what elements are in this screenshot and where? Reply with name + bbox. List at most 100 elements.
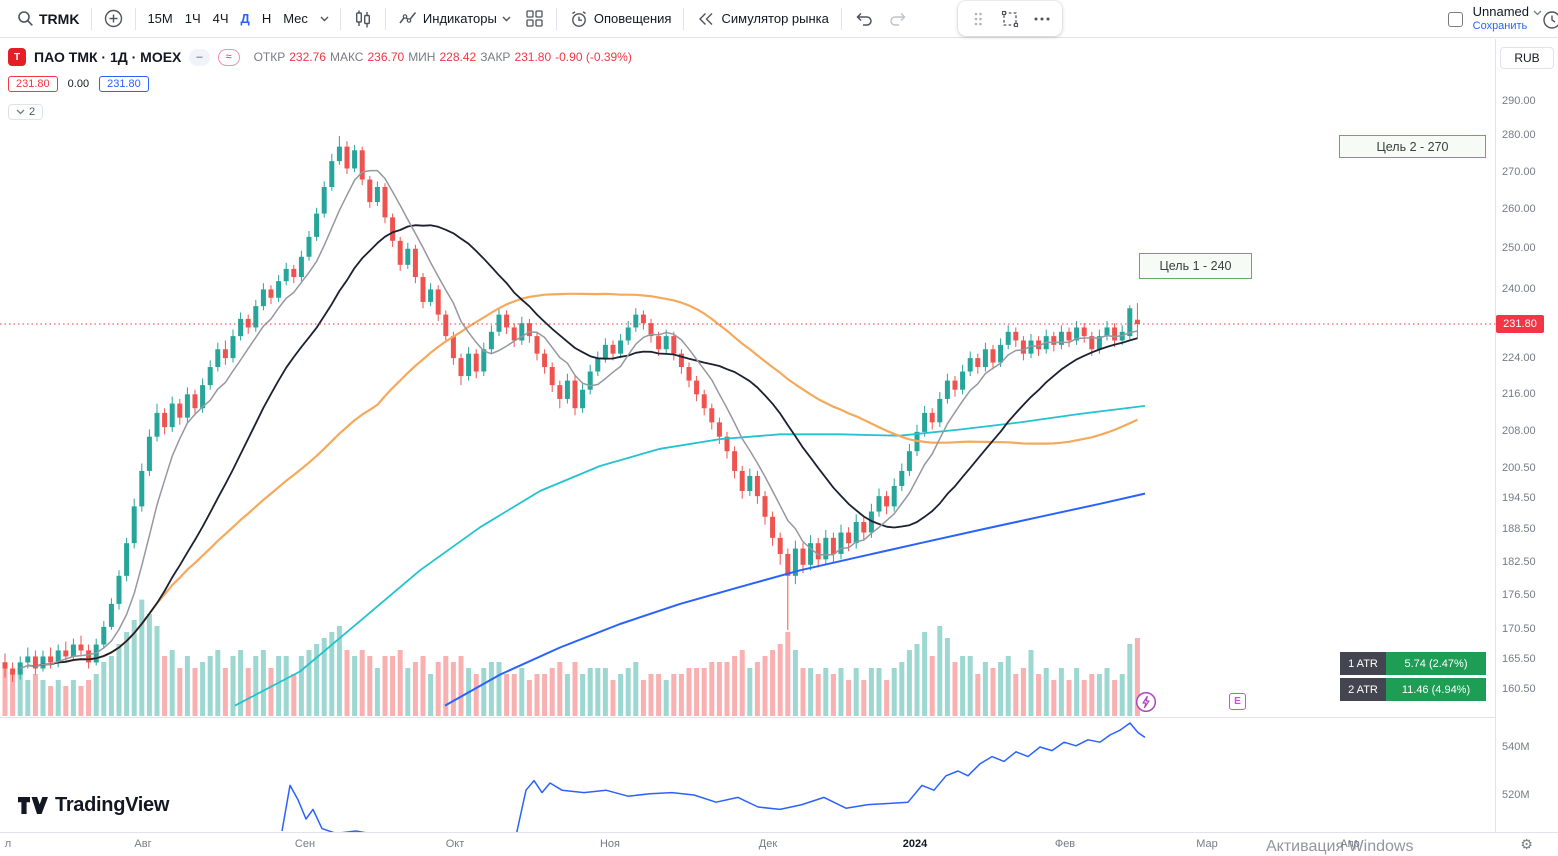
undo-icon (854, 10, 874, 28)
target1-label[interactable]: Цель 1 - 240 (1139, 253, 1252, 279)
tradingview-logo-text: TradingView (55, 794, 170, 816)
time-tick: Сен (294, 838, 316, 850)
price-tick: 165.50 (1502, 652, 1536, 665)
time-tick: 2024 (902, 838, 928, 850)
candlestick-series (2, 135, 1140, 682)
close-label: ЗАКР (480, 50, 511, 64)
layout-name-button[interactable]: Unnamed (1472, 4, 1542, 20)
ma100-line[interactable] (234, 405, 1146, 707)
price-tick: 280.00 (1502, 129, 1536, 142)
price-chip-zero: 0.00 (67, 78, 90, 90)
symbol-info-row: Т ПАО ТМК · 1Д · MOEX – ≈ ОТКР 232.76 МАК… (8, 48, 632, 66)
layout-name-label: Unnamed (1472, 4, 1529, 20)
toolbar-divider (555, 7, 557, 30)
gear-icon[interactable]: ⚙ (1520, 836, 1533, 852)
atr-row-2: 2 ATR 11.46 (4.94%) (1340, 678, 1486, 701)
price-tick: 250.00 (1502, 242, 1536, 255)
timeframe-dropdown-arrow[interactable] (314, 5, 335, 33)
indicators-button[interactable]: Индикаторы (391, 5, 518, 33)
symbol-search-button[interactable]: TRMK (10, 5, 86, 33)
tf-1mo[interactable]: Мес (283, 11, 308, 26)
dash-chip[interactable]: – (189, 48, 210, 66)
market-simulator-button[interactable]: Симулятор рынка (689, 5, 835, 33)
indicators-icon (398, 9, 418, 29)
close-value: 231.80 (514, 50, 552, 64)
compare-add-button[interactable] (97, 5, 130, 33)
toolbar-divider (339, 7, 341, 30)
time-axis[interactable]: л Авг Сен Окт Ноя Дек 2024 Фев Мар Апр (0, 832, 1495, 856)
subpane-line[interactable] (281, 722, 1146, 832)
tf-1d[interactable]: Д (240, 11, 250, 26)
collapse-count: 2 (29, 106, 36, 118)
tf-15m[interactable]: 15M (147, 11, 173, 26)
indicators-dropdown-arrow (502, 16, 511, 21)
redo-icon (888, 10, 908, 28)
price-tick: 208.00 (1502, 425, 1536, 438)
ma50-line[interactable] (65, 292, 1138, 663)
atr2-value: 11.46 (4.94%) (1386, 678, 1486, 701)
ma7-line[interactable] (19, 169, 1138, 670)
tf-4h[interactable]: 4Ч (212, 11, 229, 26)
top-toolbar: TRMK 15M 1Ч 4Ч Д Н Мес (0, 0, 1558, 38)
price-tick: 194.50 (1502, 492, 1536, 505)
timeframe-group: 15M 1Ч 4Ч Д Н Мес (141, 5, 334, 33)
alerts-button[interactable]: Оповещения (562, 5, 679, 33)
price-chip-red[interactable]: 231.80 (8, 76, 58, 92)
open-value: 232.76 (289, 50, 326, 64)
chart-style-button[interactable] (346, 5, 380, 33)
layout-checkbox[interactable] (1447, 11, 1463, 27)
tf-1w[interactable]: Н (261, 11, 272, 26)
object-tree-collapse-chip[interactable]: 2 (8, 104, 44, 120)
toolbar-divider (683, 7, 685, 30)
price-chip-blue[interactable]: 231.80 (99, 76, 149, 92)
price-chart-canvas[interactable] (0, 0, 1495, 832)
atr-table: 1 ATR 5.74 (2.47%) 2 ATR 11.46 (4.94%) (1340, 652, 1486, 704)
symbol-logo: Т (8, 48, 26, 66)
layout-dropdown-arrow (1533, 10, 1542, 16)
clock-icon[interactable] (1541, 9, 1558, 36)
price-axis[interactable]: RUB 290.00 280.00 270.00 260.00 250.00 240.00… (1495, 39, 1558, 856)
tf-1h[interactable]: 1Ч (184, 11, 201, 26)
time-tick: Фев (1054, 838, 1076, 850)
target2-label[interactable]: Цель 2 - 270 (1339, 135, 1486, 158)
earnings-badge[interactable]: E (1229, 693, 1246, 710)
low-label: МИН (408, 50, 436, 64)
approx-chip[interactable]: ≈ (217, 48, 240, 66)
atr2-label: 2 ATR (1340, 678, 1386, 701)
toolbar-divider (135, 7, 137, 30)
candles-icon (353, 9, 373, 29)
tradingview-logo[interactable]: TradingView (18, 794, 169, 817)
lightning-badge-icon[interactable] (1135, 691, 1157, 718)
selection-tool-button[interactable] (995, 5, 1025, 33)
time-tick: л (4, 838, 12, 850)
layout-name-block: Unnamed Сохранить (1472, 4, 1542, 33)
currency-label: RUB (1514, 51, 1540, 65)
alerts-label: Оповещения (593, 11, 672, 26)
ma200-line[interactable] (444, 492, 1146, 707)
price-tick: 182.50 (1502, 555, 1536, 568)
search-icon (17, 10, 34, 27)
high-label: МАКС (329, 50, 364, 64)
redo-button[interactable] (881, 5, 915, 33)
currency-selector[interactable]: RUB (1500, 47, 1554, 69)
drag-handle[interactable] (963, 5, 993, 33)
atr-row-1: 1 ATR 5.74 (2.47%) (1340, 652, 1486, 675)
layout-grid-button[interactable] (518, 5, 551, 33)
price-tick: 224.00 (1502, 351, 1536, 364)
toolbar-divider (384, 7, 386, 30)
undo-button[interactable] (847, 5, 881, 33)
simulator-label: Симулятор рынка (721, 11, 829, 26)
ohlc-values: ОТКР 232.76 МАКС 236.70 МИН 228.42 ЗАКР 231.… (254, 50, 632, 64)
save-layout-link[interactable]: Сохранить (1472, 20, 1528, 33)
price-tick: 240.00 (1502, 282, 1536, 295)
grid-layout-icon (525, 9, 544, 28)
price-tick: 188.50 (1502, 523, 1536, 536)
more-options-button[interactable] (1027, 5, 1057, 33)
toolbar-divider (840, 7, 842, 30)
subpane-tick: 520M (1502, 788, 1530, 801)
time-tick: Ноя (599, 838, 621, 850)
symbol-title[interactable]: ПАО ТМК · 1Д · MOEX (34, 49, 182, 65)
ma21-line[interactable] (27, 224, 1138, 667)
time-tick: Апр (1340, 838, 1360, 850)
